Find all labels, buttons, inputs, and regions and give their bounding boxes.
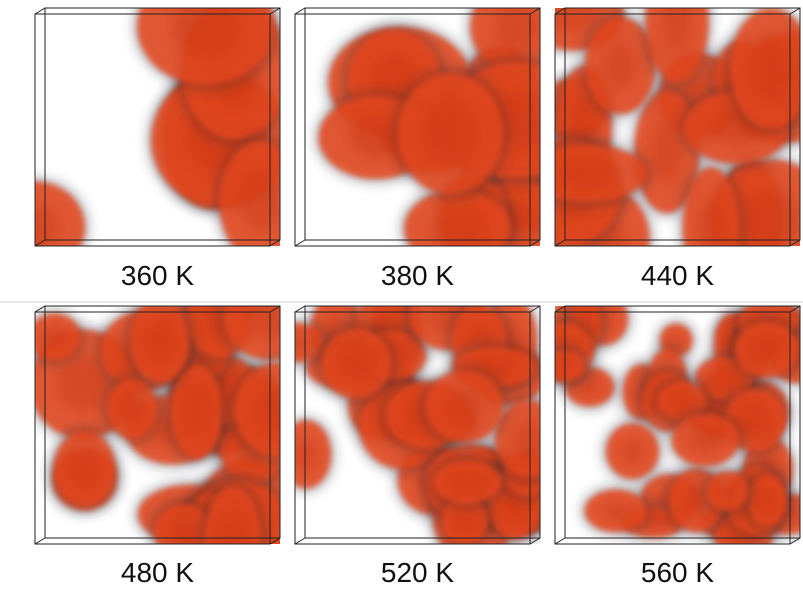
temperature-label: 480 K [121,557,194,588]
blob-core [240,171,282,232]
blob-core [424,103,477,164]
temperature-label: 380 K [381,260,454,291]
temperature-label: 560 K [641,557,714,588]
blob-core [69,450,100,488]
blob-core [603,41,638,89]
blob-core [669,391,694,411]
blob-core [751,336,783,364]
blob-core [450,471,484,493]
blob-core [717,481,738,501]
blob-core [750,38,791,99]
blob-core [689,427,723,453]
blob-core [453,508,477,533]
blob-core [294,437,319,471]
temperature-label: 440 K [641,260,714,291]
blob-core [120,393,145,424]
blob-core [444,388,483,424]
temperature-label: 520 K [381,557,454,588]
blob-core [339,346,374,381]
blob-core [600,500,631,521]
blob-core [739,405,770,437]
blob-core [651,121,684,183]
blob-core [169,518,198,546]
blob-core [494,4,541,50]
blob-core [710,367,739,388]
blob-core [557,159,617,188]
blob-core [757,488,776,514]
blob-core [145,319,175,361]
blob-core [42,325,68,349]
figure: 360 K 380 K 440 K 480 K 520 K 560 K [0,0,803,600]
blob-core [619,437,645,465]
temperature-label: 360 K [121,260,194,291]
blob-core [742,190,802,251]
blob-core [431,209,485,248]
blob-core [184,388,210,436]
